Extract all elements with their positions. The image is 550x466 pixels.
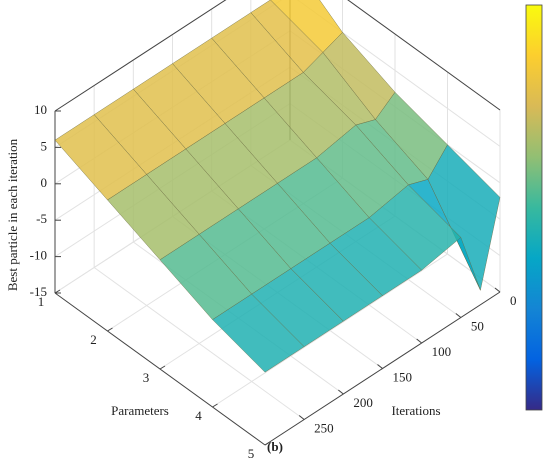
tick-mark (455, 313, 462, 318)
z-tick-label: -10 (30, 248, 47, 263)
y-tick-label: 4 (195, 408, 202, 423)
y-tick-label: 1 (38, 294, 45, 309)
tick-mark (377, 364, 383, 369)
caption: (b) (267, 439, 283, 454)
x-tick-label: 100 (432, 344, 452, 359)
z-tick-label: -15 (30, 284, 47, 299)
y-tick-label: 5 (248, 446, 255, 461)
tick-mark (159, 365, 166, 370)
x-tick-label: 250 (314, 420, 334, 435)
y-axis-label: Parameters (111, 403, 169, 418)
x-axis-label: Iterations (391, 403, 440, 418)
x-tick-label: 200 (353, 395, 373, 410)
tick-mark (416, 338, 422, 344)
y-tick-label: 2 (90, 332, 97, 347)
z-tick-label: 5 (41, 138, 48, 153)
tick-mark (298, 415, 305, 420)
grid-line (93, 267, 305, 420)
z-tick-label: -5 (36, 211, 47, 226)
tick-mark (54, 289, 61, 294)
tick-mark (107, 327, 113, 332)
surface-patch (212, 293, 305, 373)
tick-mark (494, 287, 501, 293)
tick-mark (338, 389, 344, 395)
z-tick-label: 0 (41, 175, 48, 190)
y-tick-label: 3 (143, 370, 150, 385)
z-tick-label: 10 (34, 102, 47, 117)
x-tick-label: 150 (393, 369, 413, 384)
tick-mark (264, 441, 271, 446)
axis-line (347, 0, 501, 111)
axis-line (54, 0, 227, 112)
z-axis-label: Best particle in each iteration (5, 138, 20, 291)
x-tick-label: 0 (510, 293, 517, 308)
x-tick-label: 50 (471, 318, 484, 333)
tick-mark (212, 403, 218, 408)
colorbar (525, 4, 543, 411)
